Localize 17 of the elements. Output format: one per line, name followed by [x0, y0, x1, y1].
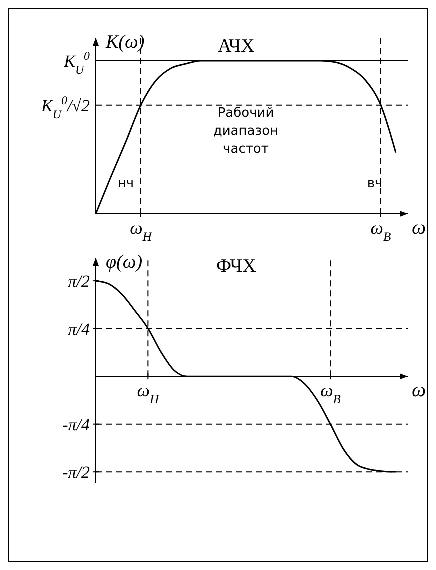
x-tick-label: ω$_{H}$: [137, 380, 160, 407]
x-axis-title: ω: [412, 380, 426, 402]
annotation: Рабочий диапазон частот: [213, 106, 279, 157]
x-axis-title: ω: [412, 217, 426, 239]
x-tick-label: ω$_{B}$: [370, 218, 392, 244]
y-tick-label: π/4: [68, 320, 90, 339]
y-tick-label: π/2: [68, 272, 90, 292]
y-axis-title: K(ω): [105, 32, 145, 53]
annotation: нч: [118, 176, 134, 192]
y-axis-title: φ(ω): [106, 252, 143, 273]
chart-title: ФЧХ: [216, 256, 257, 277]
chart-title: АЧХ: [218, 36, 256, 57]
y-tick-label: -π/4: [62, 415, 90, 434]
x-tick-label: ω$_{B}$: [320, 380, 342, 407]
ref-line-label: K$_{U}$$^{0}$/√2: [40, 93, 90, 122]
x-tick-label: ω$_{H}$: [130, 218, 153, 244]
y-tick-label: -π/2: [62, 463, 90, 482]
